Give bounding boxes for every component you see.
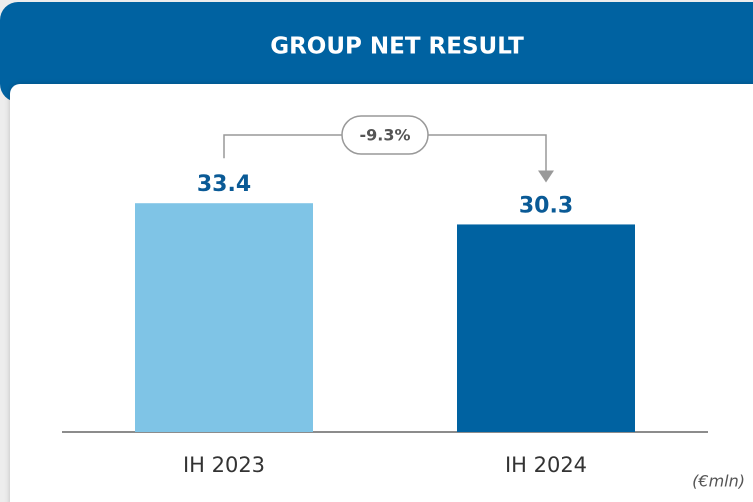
annotation-pill	[341, 115, 429, 155]
x-tick-label: IH 2023	[183, 453, 265, 477]
unit-label: (€mln)	[692, 472, 745, 491]
annotation: -9.3%	[359, 126, 410, 145]
data-label: 30.3	[519, 193, 573, 218]
data-label: 33.4	[197, 172, 251, 197]
bar	[457, 224, 635, 432]
arrow-head	[538, 170, 554, 183]
chart-title: GROUP NET RESULT	[270, 34, 524, 60]
x-tick-label: IH 2024	[505, 453, 587, 477]
bar	[135, 203, 313, 432]
header	[0, 2, 753, 102]
